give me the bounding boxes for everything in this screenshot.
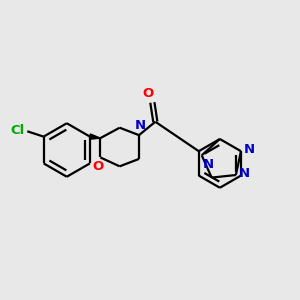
Text: Cl: Cl — [11, 124, 25, 137]
Polygon shape — [90, 134, 100, 139]
Text: O: O — [92, 160, 104, 173]
Text: N: N — [203, 158, 214, 171]
Text: N: N — [243, 143, 254, 156]
Text: N: N — [239, 167, 250, 180]
Text: O: O — [142, 87, 154, 100]
Text: N: N — [135, 119, 146, 132]
